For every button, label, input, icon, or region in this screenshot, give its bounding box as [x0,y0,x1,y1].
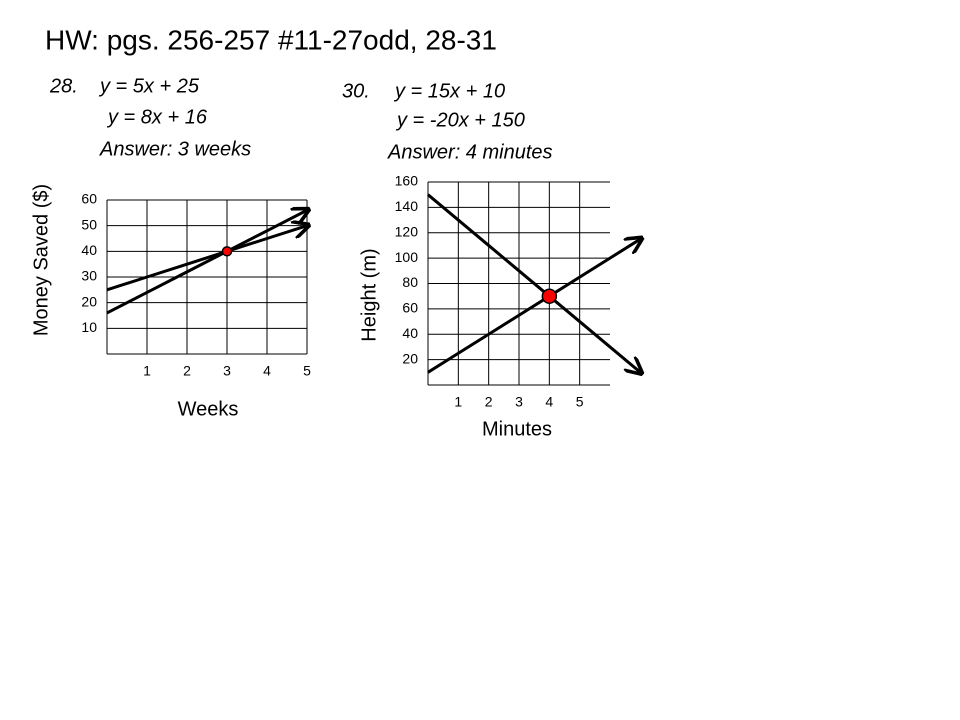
x-tick-label: 5 [303,363,311,379]
y-tick-label: 120 [395,223,419,239]
x-tick-label: 4 [545,394,553,410]
x-tick-label: 3 [515,394,523,410]
y-tick-label: 60 [81,191,97,207]
series-line [106,226,307,292]
answer: Answer: 4 minutes [387,141,553,163]
answer: Answer: 3 weeks [99,138,251,160]
series-line [427,239,640,374]
x-axis-title: Minutes [482,418,552,440]
x-tick-label: 3 [223,363,231,379]
y-tick-label: 100 [395,249,419,265]
y-tick-label: 30 [81,268,97,284]
x-tick-label: 1 [454,394,462,410]
x-tick-label: 5 [576,394,584,410]
y-tick-label: 10 [81,319,97,335]
y-tick-label: 50 [81,216,97,232]
y-tick-label: 140 [395,198,419,214]
series-line [106,210,307,315]
y-tick-label: 80 [402,274,418,290]
intersection-point [541,288,558,304]
problem-number: 28. [49,75,78,97]
y-tick-label: 20 [81,293,97,309]
y-tick-label: 60 [402,300,418,316]
x-tick-label: 4 [263,363,271,379]
y-tick-label: 20 [402,350,418,366]
y-axis-title: Money Saved ($) [30,184,52,336]
intersection-point [221,246,233,257]
x-tick-label: 1 [143,363,151,379]
x-tick-label: 2 [485,394,493,410]
slide-title: HW: pgs. 256-257 #11-27odd, 28-31 [45,24,497,55]
equation: y = 15x + 10 [393,80,505,102]
problem-number: 30. [342,80,370,102]
y-tick-label: 40 [81,242,97,258]
y-tick-label: 160 [395,173,419,189]
equation: y = 5x + 25 [98,75,200,97]
x-tick-label: 2 [183,363,191,379]
y-tick-label: 40 [402,325,418,341]
x-axis-title: Weeks [178,398,239,420]
y-axis-title: Height (m) [358,248,380,341]
series-line [427,193,640,373]
equation: y = -20x + 150 [395,109,525,131]
equation: y = 8x + 16 [106,106,208,128]
